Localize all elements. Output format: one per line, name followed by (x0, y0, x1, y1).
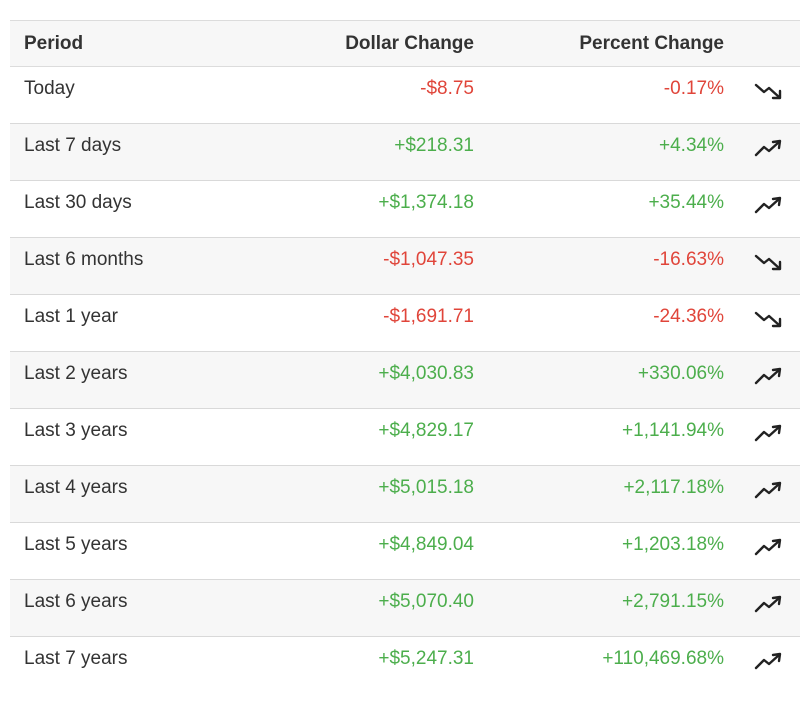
trend-cell (724, 352, 800, 409)
table-row: Last 7 days +$218.31 +4.34% (10, 123, 800, 181)
table-row: Last 4 years +$5,015.18 +2,117.18% (10, 465, 800, 523)
table-header: Period Dollar Change Percent Change (10, 20, 800, 67)
dollar-change-cell: -$8.75 (420, 78, 474, 99)
table-row: Last 3 years +$4,829.17 +1,141.94% (10, 409, 800, 466)
table-row: Last 2 years +$4,030.83 +330.06% (10, 351, 800, 409)
period-cell: Last 6 months (24, 249, 144, 270)
trend-cell (724, 238, 800, 295)
period-cell: Last 5 years (24, 534, 128, 555)
percent-change-cell: -24.36% (653, 306, 724, 327)
trend-cell (724, 295, 800, 352)
dollar-change-cell: -$1,691.71 (383, 306, 474, 327)
percent-change-column-header: Percent Change (579, 32, 724, 54)
period-cell: Last 3 years (24, 420, 128, 441)
dollar-change-cell: +$5,247.31 (378, 648, 474, 669)
trend-cell (724, 124, 800, 181)
trend-cell (724, 67, 800, 124)
trending-up-icon (754, 537, 784, 557)
percent-change-cell: +2,117.18% (623, 477, 724, 498)
trend-cell (724, 637, 800, 694)
header-row: Period Dollar Change Percent Change (10, 20, 800, 67)
dollar-change-cell: +$218.31 (394, 135, 474, 156)
percent-change-cell: +110,469.68% (602, 648, 724, 669)
period-cell: Today (24, 78, 75, 99)
period-cell: Last 6 years (24, 591, 128, 612)
percent-change-cell: +2,791.15% (622, 591, 724, 612)
trending-down-icon (754, 252, 784, 272)
percent-change-cell: +35.44% (648, 192, 724, 213)
trending-up-icon (754, 366, 784, 386)
trend-cell (724, 580, 800, 637)
period-cell: Last 7 days (24, 135, 122, 156)
trending-up-icon (754, 651, 784, 671)
period-cell: Last 30 days (24, 192, 132, 213)
trending-down-icon (754, 309, 784, 329)
table-row: Today -$8.75 -0.17% (10, 67, 800, 124)
table-row: Last 6 years +$5,070.40 +2,791.15% (10, 579, 800, 637)
dollar-change-cell: +$1,374.18 (378, 192, 474, 213)
dollar-change-cell: -$1,047.35 (383, 249, 474, 270)
table-row: Last 30 days +$1,374.18 +35.44% (10, 181, 800, 238)
dollar-change-cell: +$4,829.17 (378, 420, 474, 441)
trend-cell (724, 523, 800, 580)
percent-change-cell: +4.34% (659, 135, 724, 156)
trending-up-icon (754, 423, 784, 443)
percent-change-cell: +1,203.18% (622, 534, 724, 555)
trending-up-icon (754, 195, 784, 215)
dollar-change-column-header: Dollar Change (345, 32, 474, 54)
period-cell: Last 2 years (24, 363, 128, 384)
trending-up-icon (754, 138, 784, 158)
dollar-change-cell: +$4,849.04 (378, 534, 474, 555)
period-cell: Last 4 years (24, 477, 128, 498)
percent-change-cell: -0.17% (663, 78, 724, 99)
table-body: Today -$8.75 -0.17% Last 7 days +$218.31 +4.3… (10, 67, 800, 694)
dollar-change-cell: +$4,030.83 (378, 363, 474, 384)
trending-up-icon (754, 480, 784, 500)
dollar-change-cell: +$5,015.18 (378, 477, 474, 498)
table-row: Last 6 months -$1,047.35 -16.63% (10, 237, 800, 295)
percent-change-cell: +330.06% (637, 363, 724, 384)
trend-cell (724, 181, 800, 238)
table-row: Last 5 years +$4,849.04 +1,203.18% (10, 523, 800, 580)
dollar-change-cell: +$5,070.40 (378, 591, 474, 612)
percent-change-cell: -16.63% (653, 249, 724, 270)
period-cell: Last 7 years (24, 648, 128, 669)
period-column-header: Period (24, 32, 84, 54)
table-row: Last 1 year -$1,691.71 -24.36% (10, 295, 800, 352)
price-change-table: Period Dollar Change Percent Change Toda… (10, 20, 800, 694)
trending-up-icon (754, 594, 784, 614)
trending-down-icon (754, 81, 784, 101)
trend-cell (724, 409, 800, 466)
table-row: Last 7 years +$5,247.31 +110,469.68% (10, 637, 800, 694)
period-cell: Last 1 year (24, 306, 118, 327)
trend-cell (724, 466, 800, 523)
percent-change-cell: +1,141.94% (622, 420, 724, 441)
trend-column-header (724, 21, 800, 67)
